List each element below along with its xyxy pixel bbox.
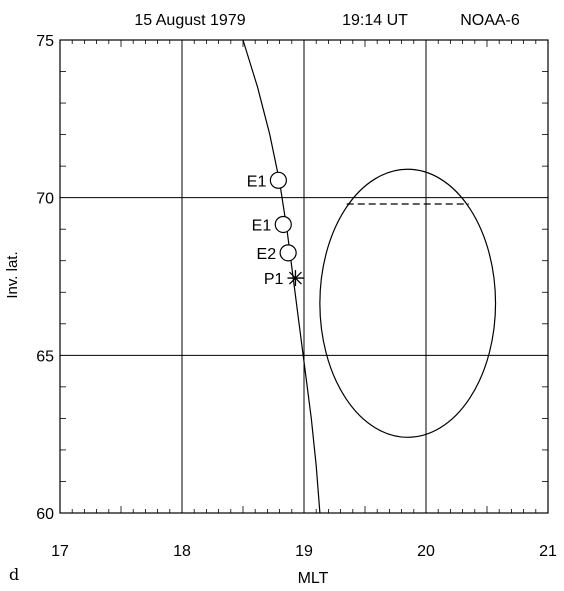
y-axis-label: Inv. lat. <box>4 251 21 298</box>
header-date: 15 August 1979 <box>134 12 245 29</box>
x-tick-label: 21 <box>539 543 557 560</box>
point-label: E2 <box>257 246 277 263</box>
plot-area <box>59 39 549 514</box>
y-tick-label: 65 <box>36 348 54 365</box>
star-stroke <box>289 271 302 285</box>
tick-marks <box>60 40 548 513</box>
y-tick-label: 75 <box>36 33 54 50</box>
x-axis-label: MLT <box>298 570 329 587</box>
x-tick-label: 18 <box>173 543 191 560</box>
circle-marker <box>274 215 292 234</box>
circle-marker <box>279 244 297 262</box>
star-marker <box>287 270 304 287</box>
y-tick-label: 70 <box>36 191 54 208</box>
point-label: P1 <box>264 271 284 288</box>
header-time: 19:14 UT <box>342 12 408 29</box>
circle-marker <box>269 171 287 189</box>
x-tick-label: 19 <box>295 543 313 560</box>
point-markers: E1 E1 E2 P1 <box>247 171 304 288</box>
tick-labels: 17 18 19 20 21 60 65 70 75 <box>36 33 557 560</box>
region-ellipse <box>319 168 497 438</box>
y-tick-label: 60 <box>36 506 54 523</box>
point-label: E1 <box>252 217 272 234</box>
header-satellite: NOAA-6 <box>460 12 520 29</box>
point-label: E1 <box>247 173 267 190</box>
x-tick-label: 20 <box>417 543 435 560</box>
panel-label: d <box>9 565 19 584</box>
x-tick-label: 17 <box>51 543 69 560</box>
